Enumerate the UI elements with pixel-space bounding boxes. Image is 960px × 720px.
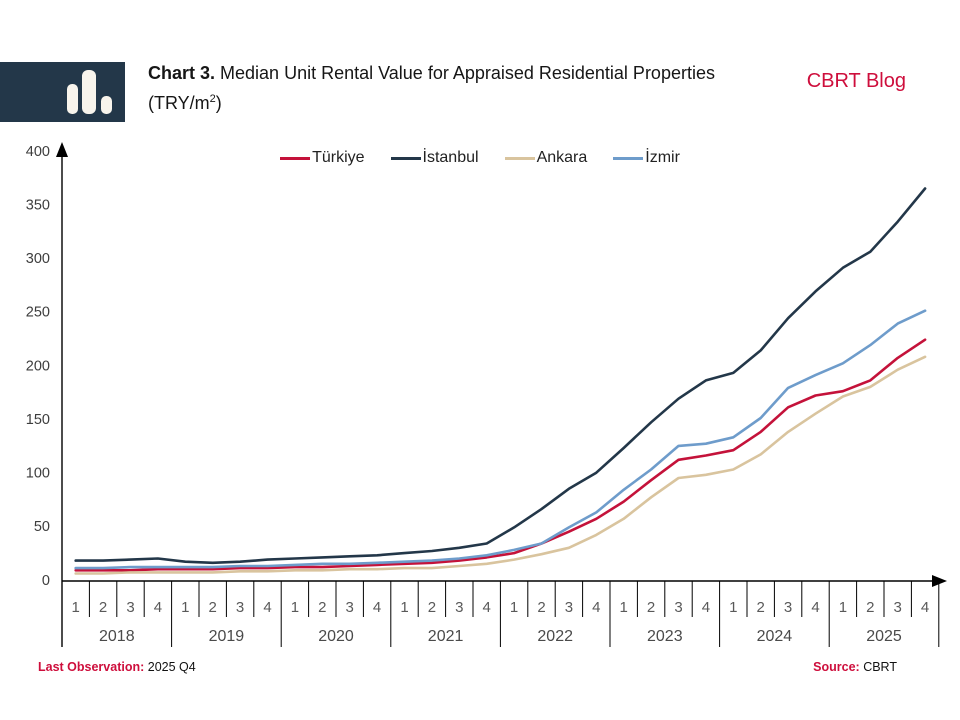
quarter-label: 2 — [209, 599, 217, 616]
quarter-label: 2 — [866, 599, 874, 616]
quarter-label: 3 — [455, 599, 463, 616]
chart-title-main: Median Unit Rental Value for Appraised R… — [148, 63, 715, 113]
legend-item-i̇stanbul: İstanbul — [390, 149, 479, 167]
quarter-label: 1 — [839, 599, 847, 616]
series-line-i̇stanbul — [74, 187, 927, 565]
year-label: 2019 — [209, 628, 245, 645]
legend-item-ankara: Ankara — [504, 149, 588, 167]
quarter-label: 3 — [346, 599, 354, 616]
source: Source: CBRT — [813, 660, 897, 674]
quarter-label: 4 — [154, 599, 162, 616]
year-label: 2022 — [537, 628, 573, 645]
quarter-label: 1 — [181, 599, 189, 616]
source-value: CBRT — [863, 660, 897, 674]
chart-title: Chart 3. Median Unit Rental Value for Ap… — [148, 60, 760, 116]
chart-legend: Türkiye İstanbul Ankara İzmir — [0, 149, 960, 167]
y-axis-arrow — [56, 142, 68, 157]
legend-swatch — [504, 156, 535, 160]
legend-label: İzmir — [645, 149, 680, 166]
quarter-label: 1 — [510, 599, 518, 616]
y-tick-label: 0 — [42, 573, 50, 589]
quarter-label: 4 — [811, 599, 819, 616]
quarter-label: 3 — [236, 599, 244, 616]
quarter-label: 4 — [263, 599, 271, 616]
series-line-türkiye — [74, 338, 927, 572]
bar-chart-icon — [67, 70, 112, 114]
chart-title-prefix: Chart 3. — [148, 63, 216, 83]
y-tick-label: 400 — [26, 144, 50, 160]
legend-swatch — [390, 156, 421, 160]
y-tick-label: 150 — [26, 412, 50, 428]
quarter-label: 4 — [373, 599, 381, 616]
blog-badge — [0, 62, 125, 122]
x-axis-arrow — [932, 575, 947, 587]
last-observation-label: Last Observation: — [38, 660, 145, 674]
legend-swatch — [613, 156, 644, 160]
quarter-label: 3 — [126, 599, 134, 616]
legend-item-i̇zmir: İzmir — [613, 149, 680, 167]
year-label: 2025 — [866, 628, 902, 645]
quarter-label: 2 — [537, 599, 545, 616]
brand-logo-text: CBRT Blog — [806, 70, 906, 92]
year-label: 2020 — [318, 628, 354, 645]
series-line-i̇zmir — [74, 309, 927, 570]
year-label: 2024 — [757, 628, 793, 645]
y-tick-label: 100 — [26, 466, 50, 482]
legend-item-türkiye: Türkiye — [280, 149, 365, 167]
quarter-label: 3 — [565, 599, 573, 616]
chart-title-sup: 2 — [209, 93, 216, 105]
legend-label: Türkiye — [312, 149, 365, 166]
chart-title-close: ) — [215, 93, 222, 113]
quarter-label: 4 — [921, 599, 929, 616]
y-tick-label: 300 — [26, 251, 50, 267]
quarter-label: 4 — [702, 599, 710, 616]
chart-canvas: 0 50 100 150 200 250 300 350 400 1 2 3 4 1 2 3 4 1 2 3 4 1 2 3 4… — [26, 142, 947, 647]
last-observation-value: 2025 Q4 — [147, 660, 196, 674]
y-tick-label: 200 — [26, 358, 50, 374]
quarter-label: 3 — [674, 599, 682, 616]
series-line-ankara — [74, 355, 927, 575]
quarter-label: 3 — [784, 599, 792, 616]
y-tick-label: 250 — [26, 305, 50, 321]
quarter-label: 4 — [592, 599, 600, 616]
year-label: 2021 — [428, 628, 464, 645]
source-label: Source: — [813, 660, 860, 674]
legend-swatch — [280, 156, 311, 160]
year-label: 2018 — [99, 628, 135, 645]
quarter-label: 3 — [894, 599, 902, 616]
y-tick-label: 350 — [26, 197, 50, 213]
quarter-label: 1 — [400, 599, 408, 616]
legend-label: İstanbul — [422, 149, 479, 166]
quarter-label: 1 — [620, 599, 628, 616]
quarter-label: 1 — [729, 599, 737, 616]
last-observation: Last Observation: 2025 Q4 — [38, 660, 196, 674]
quarter-label: 4 — [483, 599, 491, 616]
quarter-label: 2 — [99, 599, 107, 616]
legend-label: Ankara — [536, 149, 588, 166]
quarter-label: 2 — [428, 599, 436, 616]
y-tick-label: 50 — [34, 519, 50, 535]
quarter-label: 1 — [72, 599, 80, 616]
quarter-label: 2 — [757, 599, 765, 616]
year-label: 2023 — [647, 628, 683, 645]
quarter-label: 2 — [318, 599, 326, 616]
quarter-label: 1 — [291, 599, 299, 616]
quarter-label: 2 — [647, 599, 655, 616]
